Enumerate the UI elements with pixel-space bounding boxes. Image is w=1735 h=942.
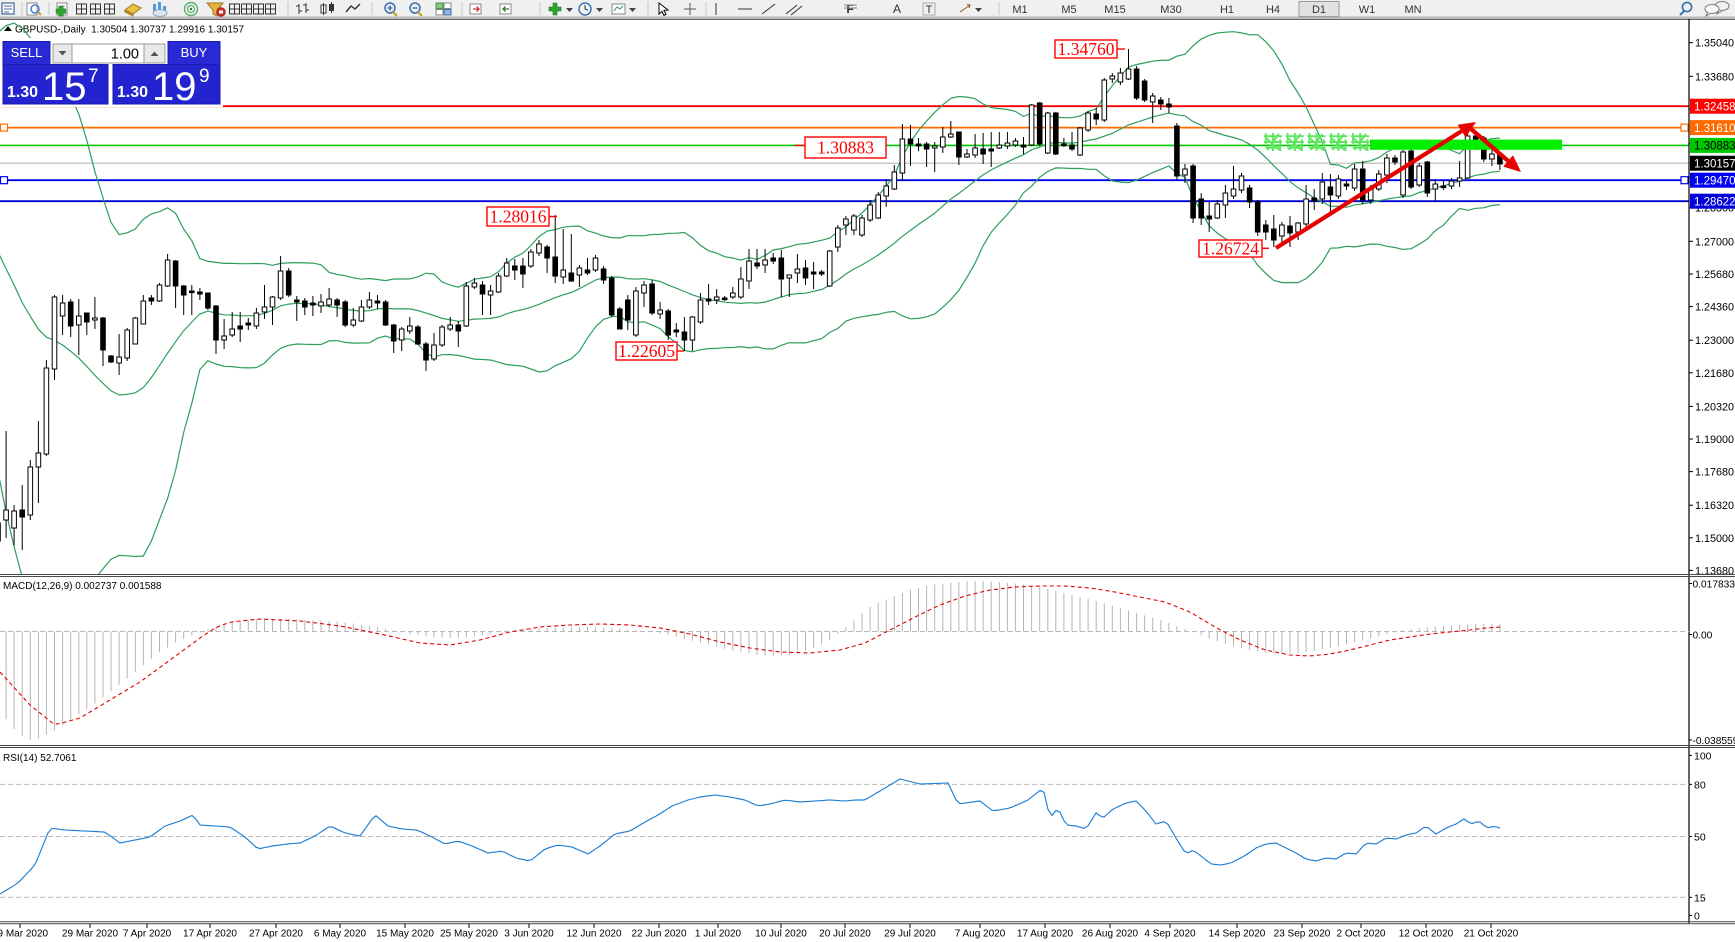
svg-text:23 Sep 2020: 23 Sep 2020: [1274, 929, 1331, 940]
svg-text:1.31610: 1.31610: [1694, 123, 1735, 135]
svg-text:7 Apr 2020: 7 Apr 2020: [123, 929, 172, 940]
svg-text:29 Mar 2020: 29 Mar 2020: [62, 929, 119, 940]
svg-text:GBPUSD-,Daily 1.30504 1.30737: GBPUSD-,Daily 1.30504 1.30737 1.29916 1.…: [15, 25, 244, 36]
svg-text:21 Oct 2020: 21 Oct 2020: [1464, 929, 1519, 940]
svg-text:1.30: 1.30: [7, 84, 38, 101]
svg-text:25 May 2020: 25 May 2020: [440, 929, 498, 940]
svg-text:7: 7: [88, 66, 99, 87]
svg-text:12 Jun 2020: 12 Jun 2020: [566, 929, 621, 940]
svg-text:H4: H4: [1266, 4, 1280, 16]
svg-text:10 Jul 2020: 10 Jul 2020: [755, 929, 807, 940]
svg-text:1.20320: 1.20320: [1695, 401, 1734, 413]
svg-text:100: 100: [1694, 750, 1712, 762]
svg-text:15: 15: [1694, 892, 1706, 904]
svg-text:9: 9: [199, 66, 210, 87]
svg-text:1.19000: 1.19000: [1695, 434, 1734, 446]
svg-text:F: F: [846, 2, 853, 16]
svg-text:22 Jun 2020: 22 Jun 2020: [631, 929, 686, 940]
svg-text:1.27000: 1.27000: [1695, 236, 1734, 248]
svg-text:0.00: 0.00: [1693, 631, 1713, 642]
svg-text:1.22605: 1.22605: [618, 341, 675, 361]
svg-text:1.30883: 1.30883: [1694, 141, 1735, 153]
svg-text:1.30: 1.30: [117, 84, 148, 101]
svg-text:1.29470: 1.29470: [1694, 175, 1735, 187]
svg-text:1.16320: 1.16320: [1695, 500, 1734, 512]
svg-text:1.30883: 1.30883: [817, 138, 874, 158]
svg-text:19 Mar 2020: 19 Mar 2020: [0, 929, 49, 940]
svg-text:14 Sep 2020: 14 Sep 2020: [1209, 929, 1266, 940]
svg-text:20 Jul 2020: 20 Jul 2020: [819, 929, 871, 940]
svg-text:1.21680: 1.21680: [1695, 368, 1734, 380]
svg-text:26 Aug 2020: 26 Aug 2020: [1082, 929, 1139, 940]
svg-text:BUY: BUY: [181, 45, 208, 60]
svg-text:1.24360: 1.24360: [1695, 302, 1734, 314]
svg-text:1.32458: 1.32458: [1694, 101, 1735, 113]
svg-text:4 Sep 2020: 4 Sep 2020: [1144, 929, 1196, 940]
svg-text:MN: MN: [1404, 4, 1421, 16]
svg-text:M1: M1: [1012, 4, 1027, 16]
svg-text:1.15000: 1.15000: [1695, 533, 1734, 545]
svg-text:3 Jun 2020: 3 Jun 2020: [504, 929, 554, 940]
svg-text:1 Jul 2020: 1 Jul 2020: [695, 929, 742, 940]
svg-text:M5: M5: [1061, 4, 1076, 16]
svg-text:M15: M15: [1104, 4, 1125, 16]
svg-text:T: T: [926, 4, 933, 16]
svg-text:29 Jul 2020: 29 Jul 2020: [884, 929, 936, 940]
svg-text:1.35040: 1.35040: [1695, 38, 1734, 50]
svg-text:D1: D1: [1312, 4, 1326, 16]
svg-text:15: 15: [42, 65, 87, 109]
svg-text:50: 50: [1694, 832, 1706, 844]
svg-text:17 Aug 2020: 17 Aug 2020: [1017, 929, 1074, 940]
svg-text:1.25680: 1.25680: [1695, 269, 1734, 281]
svg-text:A: A: [893, 2, 901, 16]
svg-text:80: 80: [1694, 779, 1706, 791]
svg-text:RSI(14) 52.7061: RSI(14) 52.7061: [3, 753, 77, 764]
svg-text:1.17680: 1.17680: [1695, 467, 1734, 479]
svg-text:1.33680: 1.33680: [1695, 71, 1734, 83]
svg-text:1.00: 1.00: [111, 47, 139, 63]
svg-text:2 Oct 2020: 2 Oct 2020: [1337, 929, 1386, 940]
svg-text:0: 0: [1694, 910, 1700, 922]
svg-text:1.30157: 1.30157: [1694, 158, 1735, 170]
svg-text:7 Aug 2020: 7 Aug 2020: [955, 929, 1006, 940]
svg-text:1.34760: 1.34760: [1058, 39, 1115, 59]
svg-text:W1: W1: [1359, 4, 1376, 16]
svg-text:12 Oct 2020: 12 Oct 2020: [1399, 929, 1454, 940]
svg-text:1.28622: 1.28622: [1694, 196, 1735, 208]
svg-text:1.13680: 1.13680: [1695, 565, 1734, 577]
svg-text:1.28016: 1.28016: [490, 207, 547, 227]
svg-text:1.23000: 1.23000: [1695, 335, 1734, 347]
svg-text:MACD(12,26,9) 0.002737 0.00158: MACD(12,26,9) 0.002737 0.001588: [3, 581, 162, 592]
svg-text:-0.038559: -0.038559: [1693, 736, 1735, 747]
svg-text:17 Apr 2020: 17 Apr 2020: [183, 929, 237, 940]
svg-text:6 May 2020: 6 May 2020: [314, 929, 367, 940]
svg-text:0.017833: 0.017833: [1693, 580, 1735, 591]
svg-text:19: 19: [152, 65, 197, 109]
svg-text:15 May 2020: 15 May 2020: [376, 929, 434, 940]
svg-text:SELL: SELL: [11, 45, 43, 60]
svg-text:1.26724: 1.26724: [1202, 239, 1259, 259]
svg-text:M30: M30: [1160, 4, 1181, 16]
svg-text:H1: H1: [1220, 4, 1234, 16]
svg-text:27 Apr 2020: 27 Apr 2020: [249, 929, 303, 940]
